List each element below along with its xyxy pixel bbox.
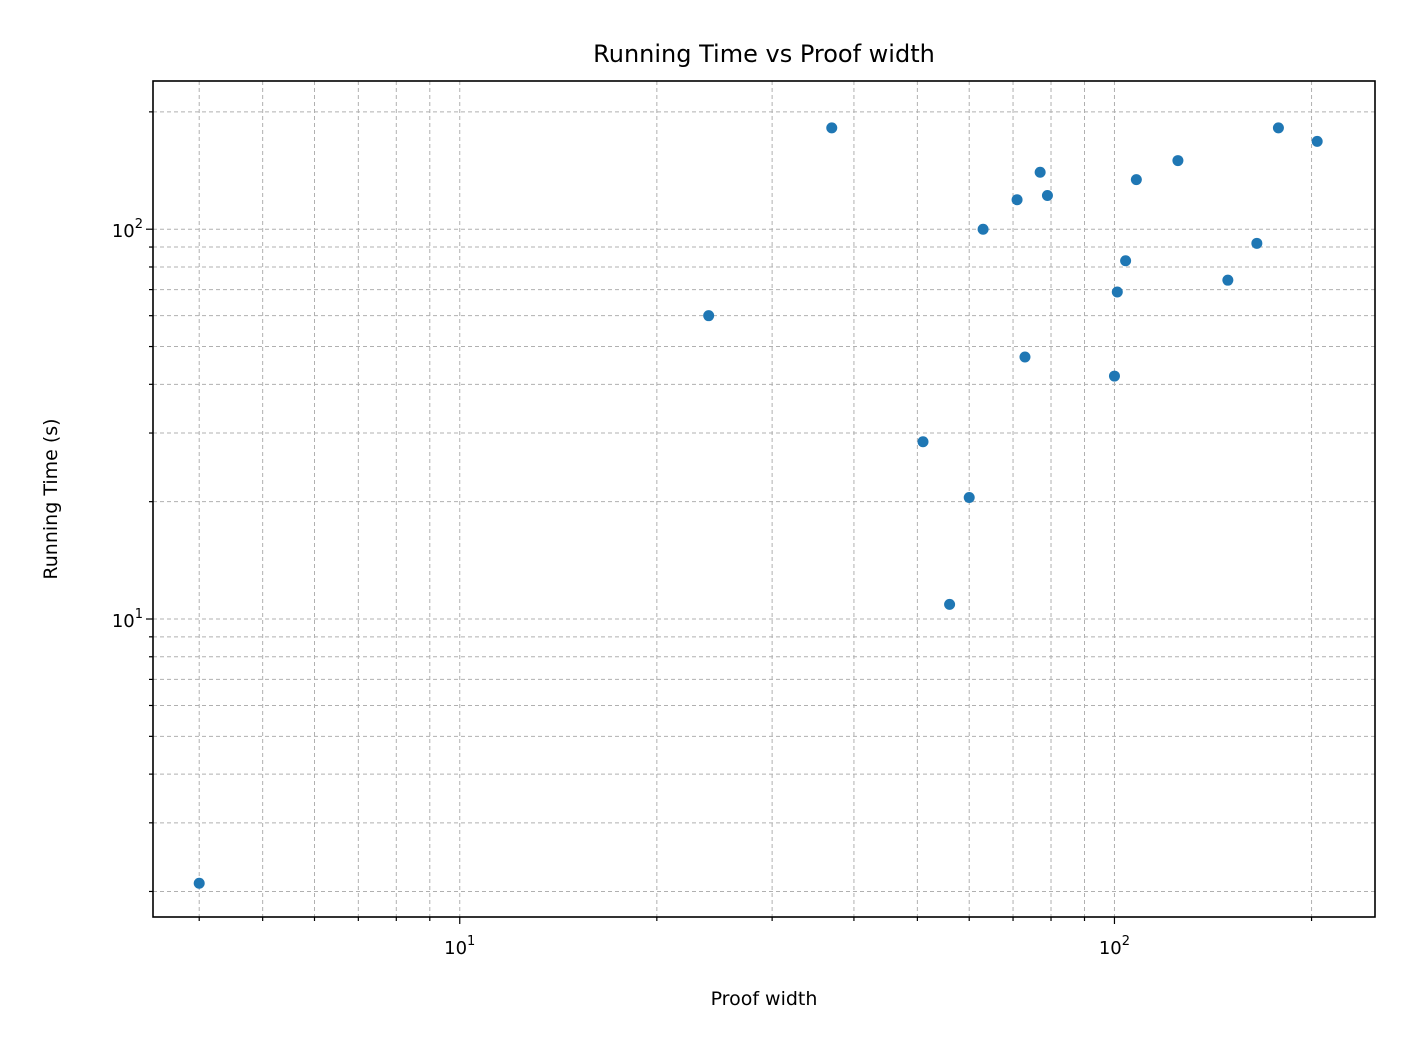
data-point <box>193 877 205 889</box>
data-point <box>977 223 989 235</box>
chart-title: Running Time vs Proof width <box>593 40 935 68</box>
data-point <box>1130 174 1142 186</box>
data-point <box>1011 194 1023 206</box>
data-point <box>1111 286 1123 298</box>
data-point <box>1041 190 1053 202</box>
data-point <box>703 310 715 322</box>
y-axis-label: Running Time (s) <box>40 418 62 579</box>
grid <box>153 81 1375 917</box>
axis-ticks: 101 102 101 102 <box>112 111 1313 959</box>
y-tick-label: 102 <box>112 217 143 242</box>
data-point <box>917 436 929 448</box>
data-point <box>963 491 975 503</box>
data-point <box>826 122 838 134</box>
data-point <box>1222 274 1234 286</box>
x-tick-label: 102 <box>1099 934 1130 959</box>
data-points <box>193 122 1323 889</box>
x-tick-label: 101 <box>444 934 475 959</box>
data-point <box>1019 351 1031 363</box>
data-point <box>1120 255 1132 267</box>
data-point <box>944 598 956 610</box>
data-point <box>1172 155 1184 167</box>
data-point <box>1311 135 1323 147</box>
data-point <box>1108 370 1120 382</box>
data-point <box>1272 122 1284 134</box>
x-axis-label: Proof width <box>711 988 818 1010</box>
y-tick-label: 101 <box>112 607 143 632</box>
data-point <box>1034 166 1046 178</box>
data-point <box>1251 237 1263 249</box>
plot-frame <box>152 80 1376 918</box>
